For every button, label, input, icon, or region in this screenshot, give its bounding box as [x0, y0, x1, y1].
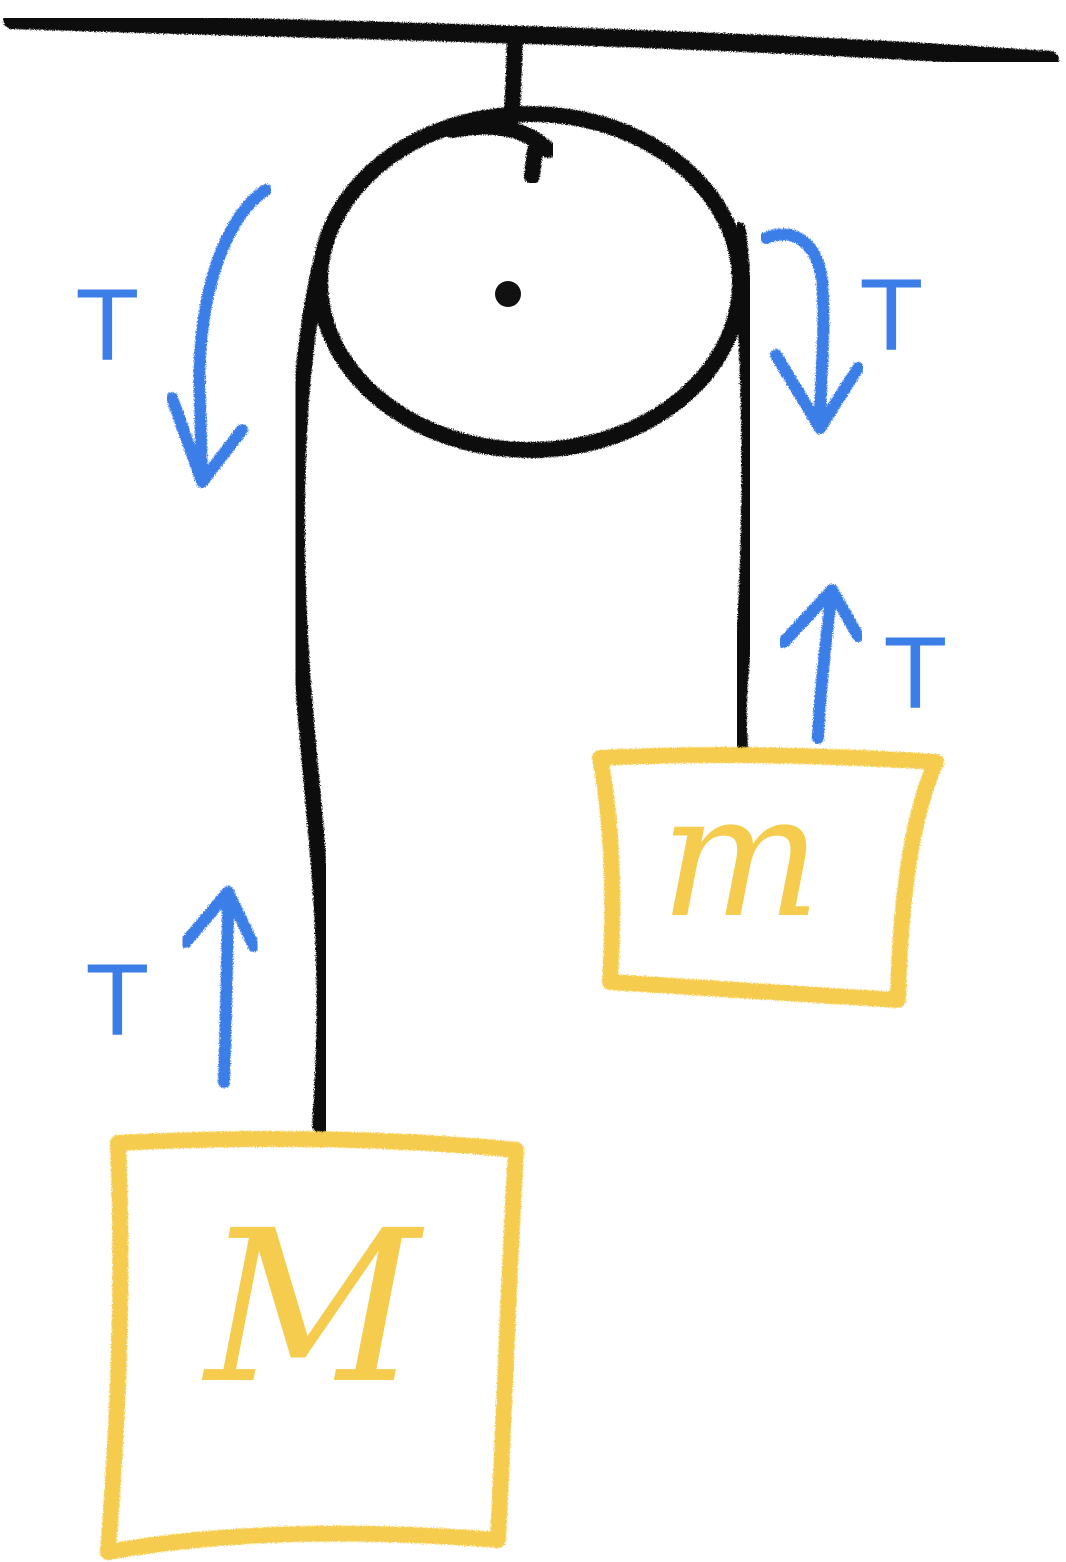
tension-arrow-mass-small: [778, 584, 864, 744]
tension-arrow-pulley-left: [166, 184, 272, 488]
pulley-axle: [495, 281, 521, 307]
ceiling-line: [3, 11, 1059, 69]
rope-left: [288, 250, 333, 1133]
mass-small-box: [592, 747, 944, 1008]
mass-small-label: m: [660, 758, 821, 956]
rope-right: [730, 222, 758, 756]
tension-label-pulley-left: T: [77, 271, 137, 383]
tension-arrow-pulley-right: [760, 228, 864, 434]
tension-arrow-mass-large: [180, 886, 260, 1088]
mass-large-label: M: [201, 1185, 425, 1430]
mass-large-box: [100, 1130, 524, 1560]
tension-label-pulley-right: T: [861, 261, 921, 373]
tension-label-mass-small: T: [885, 619, 945, 731]
tension-label-mass-large: T: [87, 946, 147, 1058]
